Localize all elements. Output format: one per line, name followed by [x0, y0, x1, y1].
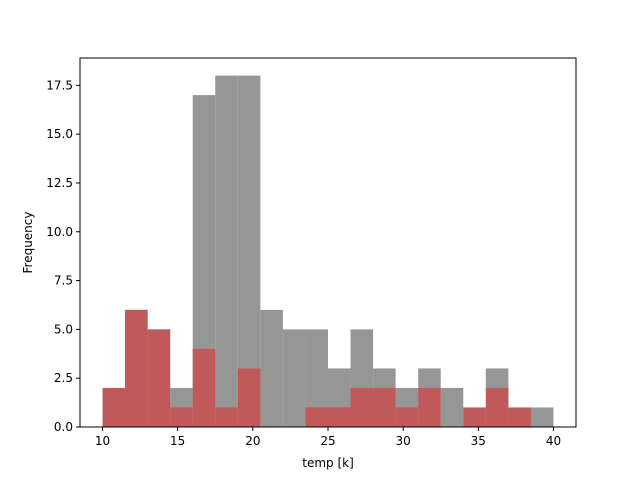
y-tick-label: 7.5: [54, 274, 73, 288]
histogram-bar-series-1: [282, 329, 306, 427]
histogram-bar-series-1: [237, 75, 261, 428]
x-tick-label: 10: [95, 434, 110, 448]
y-axis-label: Frequency: [21, 212, 35, 274]
y-tick-label: 15.0: [46, 127, 73, 141]
histogram-bar-series-2: [125, 309, 148, 427]
y-tick-label: 0.0: [54, 420, 73, 434]
x-tick-label: 40: [546, 434, 561, 448]
histogram-bar-series-2: [192, 348, 216, 427]
histogram-bar-series-1: [530, 407, 554, 427]
y-tick-label: 10.0: [46, 225, 73, 239]
x-axis-label: temp [k]: [302, 456, 354, 470]
histogram-bar-series-1: [192, 95, 216, 427]
histogram-bar-series-2: [373, 387, 396, 427]
histogram-bar-series-2: [350, 387, 374, 427]
y-axis: 0.0 2.5 5.0 7.5 10.0 12.5 15.0 17.5: [46, 78, 80, 434]
histogram-bar-series-2: [485, 387, 509, 427]
y-tick-label: 2.5: [54, 371, 73, 385]
y-tick-label: 5.0: [54, 322, 73, 336]
histogram-bar-series-2: [508, 407, 531, 427]
x-tick-label: 35: [471, 434, 486, 448]
histogram-bar-series-2: [237, 368, 261, 427]
histogram-bar-series-2: [102, 387, 126, 427]
x-tick-label: 20: [245, 434, 260, 448]
histogram-bar-series-2: [215, 407, 238, 427]
x-tick-label: 15: [170, 434, 185, 448]
histogram-bar-series-2: [395, 407, 419, 427]
histogram-bar-series-2: [418, 387, 441, 427]
histogram-bar-series-1: [440, 387, 464, 427]
histogram-bar-series-1: [215, 75, 238, 428]
x-tick-label: 25: [320, 434, 335, 448]
x-axis: 10 15 20 25 30 35 40: [95, 427, 561, 448]
histogram-bar-series-1: [305, 329, 328, 427]
bars-layer: [102, 75, 554, 428]
histogram-bar-series-2: [147, 329, 171, 427]
histogram-bar-series-2: [170, 407, 193, 427]
histogram-bar-series-2: [463, 407, 486, 427]
histogram-bar-series-2: [328, 407, 351, 427]
histogram-bar-series-1: [260, 309, 283, 427]
y-tick-label: 12.5: [46, 176, 73, 190]
x-tick-label: 30: [396, 434, 411, 448]
histogram-bar-series-2: [305, 407, 328, 427]
y-tick-label: 17.5: [46, 78, 73, 92]
